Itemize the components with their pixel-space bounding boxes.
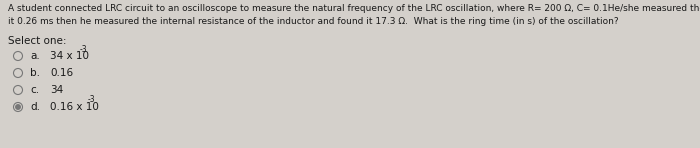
Text: d.: d. xyxy=(30,102,40,112)
Text: a.: a. xyxy=(30,51,40,61)
Ellipse shape xyxy=(15,105,20,109)
Text: it 0.26 ms then he measured the internal resistance of the inductor and found it: it 0.26 ms then he measured the internal… xyxy=(8,17,619,26)
Text: Select one:: Select one: xyxy=(8,36,66,46)
Text: -3: -3 xyxy=(88,95,95,104)
Text: c.: c. xyxy=(30,85,39,95)
Text: b.: b. xyxy=(30,68,40,78)
Text: 0.16: 0.16 xyxy=(50,68,73,78)
Text: -3: -3 xyxy=(79,45,87,53)
Text: 0.16 x 10: 0.16 x 10 xyxy=(50,102,99,112)
Text: 34: 34 xyxy=(50,85,63,95)
Text: A student connected LRC circuit to an oscilloscope to measure the natural freque: A student connected LRC circuit to an os… xyxy=(8,4,700,13)
Text: 34 x 10: 34 x 10 xyxy=(50,51,89,61)
